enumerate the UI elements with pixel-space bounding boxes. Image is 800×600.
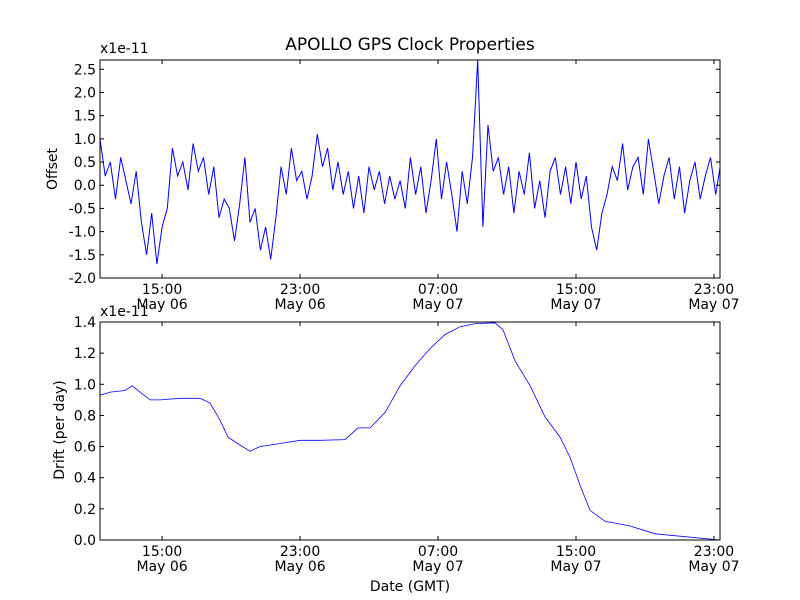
offset-scale-label: x1e-11 xyxy=(100,41,149,57)
y-tick-label: -2.0 xyxy=(69,271,96,287)
y-tick-label: 0.0 xyxy=(74,178,96,194)
x-tick-label-time: 23:00 xyxy=(694,544,734,560)
x-tick-label-date: May 07 xyxy=(412,297,463,313)
x-tick-label-date: May 07 xyxy=(550,559,601,575)
y-tick-label: 0.6 xyxy=(74,440,96,456)
x-tick-label-date: May 06 xyxy=(274,559,325,575)
y-tick-label: 1.0 xyxy=(74,132,96,148)
y-tick-label: 1.0 xyxy=(74,377,96,393)
y-tick-label: 1.2 xyxy=(74,346,96,362)
x-tick-label-date: May 07 xyxy=(688,297,739,313)
y-tick-label: 1.4 xyxy=(74,315,96,331)
x-tick-label-time: 15:00 xyxy=(556,544,596,560)
x-tick-label-date: May 07 xyxy=(412,559,463,575)
offset-plot: -2.0-1.5-1.0-0.50.00.51.01.52.02.515:00M… xyxy=(69,59,740,313)
series-line-drift xyxy=(100,322,720,540)
x-tick-label-time: 23:00 xyxy=(280,282,320,298)
x-tick-label-date: May 06 xyxy=(136,297,187,313)
x-tick-label-time: 23:00 xyxy=(280,544,320,560)
x-tick-label-date: May 06 xyxy=(136,559,187,575)
series-line-offset xyxy=(100,60,720,265)
axes-frame xyxy=(99,59,721,279)
chart-title: APOLLO GPS Clock Properties xyxy=(285,35,535,55)
x-tick-label-date: May 06 xyxy=(274,297,325,313)
y-tick-label: -1.0 xyxy=(69,225,96,241)
y-tick-label: 0.5 xyxy=(74,155,96,171)
drift-scale-label: x1e-11 xyxy=(100,304,149,320)
y-tick-label: 0.2 xyxy=(74,502,96,518)
x-tick-label-time: 07:00 xyxy=(418,544,458,560)
x-tick-label-time: 15:00 xyxy=(142,282,182,298)
x-tick-label-time: 23:00 xyxy=(694,282,734,298)
x-tick-label-time: 07:00 xyxy=(418,282,458,298)
offset-y-label: Offset xyxy=(45,147,61,190)
x-tick-label-date: May 07 xyxy=(688,559,739,575)
x-axis-label: Date (GMT) xyxy=(370,579,450,595)
y-tick-label: -0.5 xyxy=(69,201,96,217)
y-tick-label: 2.5 xyxy=(74,62,96,78)
x-tick-label-date: May 07 xyxy=(550,297,601,313)
y-tick-label: 0.4 xyxy=(74,471,96,487)
y-tick-label: 0.8 xyxy=(74,408,96,424)
y-tick-label: 2.0 xyxy=(74,85,96,101)
y-tick-label: 0.0 xyxy=(74,533,96,549)
axes-frame xyxy=(99,321,721,541)
x-tick-label-time: 15:00 xyxy=(556,282,596,298)
x-tick-label-time: 15:00 xyxy=(142,544,182,560)
y-tick-label: 1.5 xyxy=(74,109,96,125)
y-tick-label: -1.5 xyxy=(69,248,96,264)
drift-y-label: Drift (per day) xyxy=(52,380,68,479)
